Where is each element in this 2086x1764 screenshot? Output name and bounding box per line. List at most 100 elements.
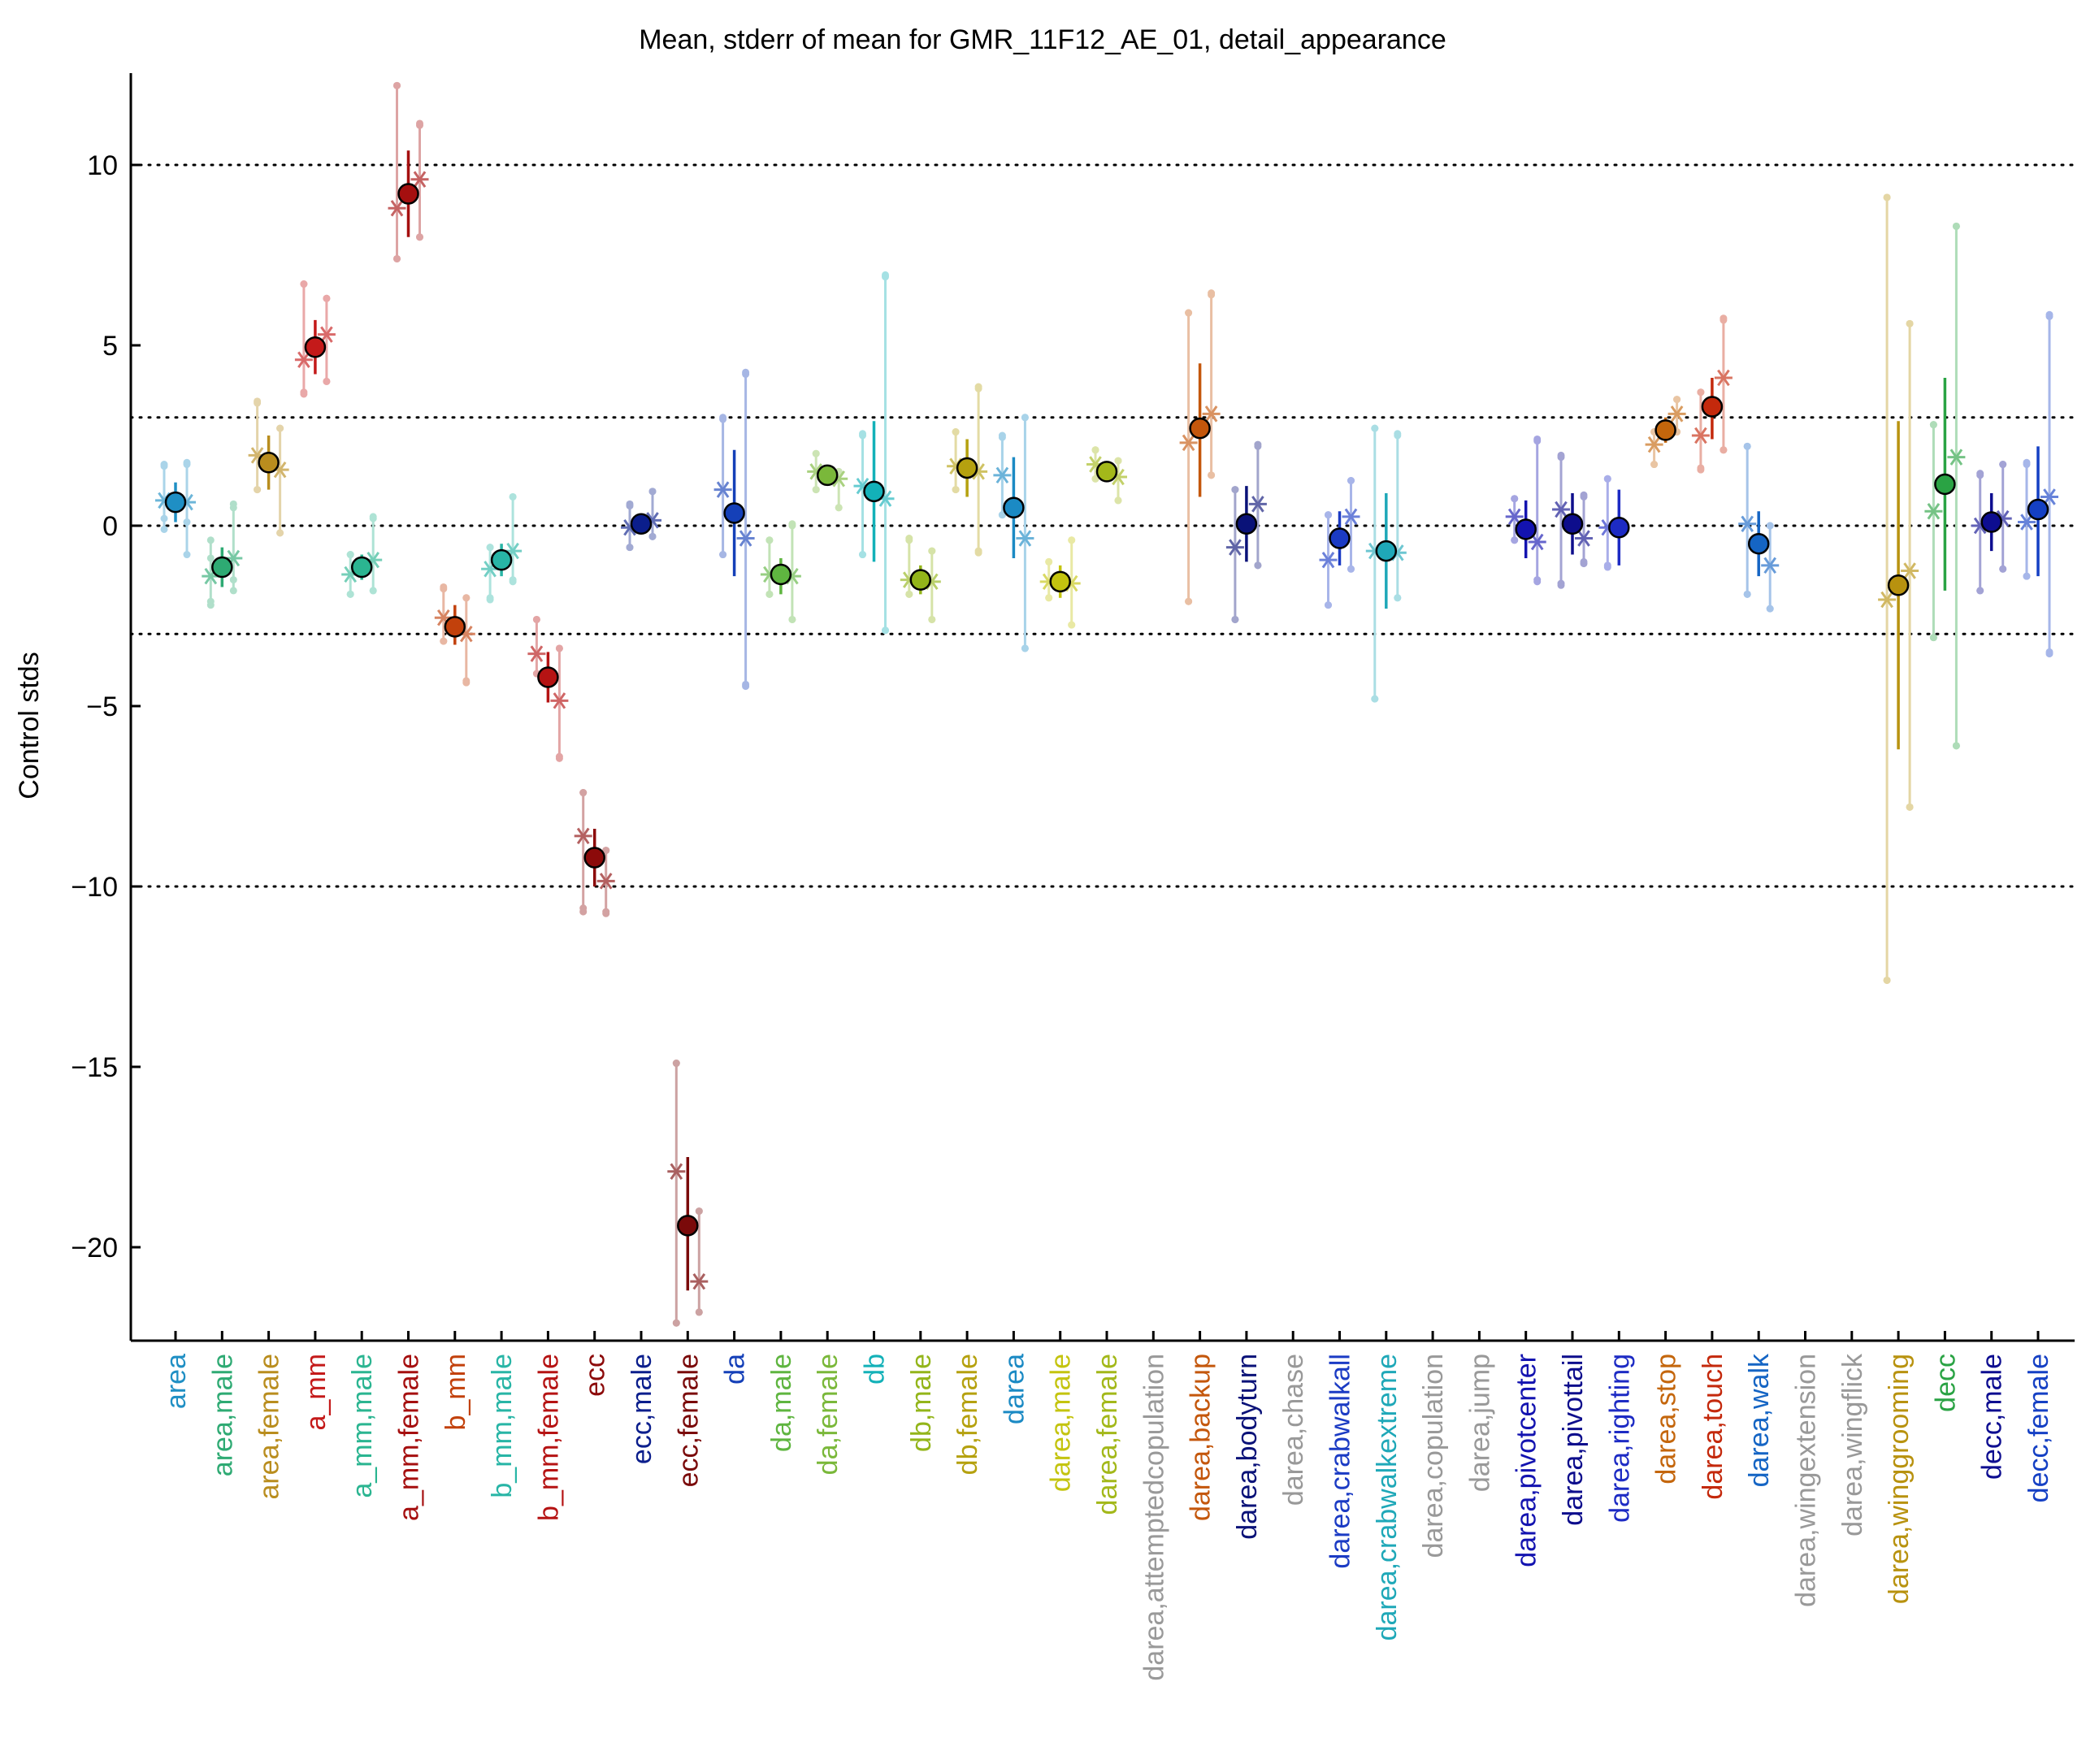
category-group	[760, 520, 801, 623]
experiment-se-low	[905, 590, 913, 598]
experiment-se-high	[812, 449, 820, 457]
experiment-se-high	[1766, 522, 1774, 530]
experiment-se-high	[672, 1060, 680, 1068]
experiment-se-high	[1603, 475, 1611, 483]
experiment-se-high	[1720, 316, 1728, 324]
mean-point	[1189, 417, 1211, 440]
experiment-se-high	[1533, 437, 1542, 445]
mean-point	[1329, 527, 1351, 549]
mean-point	[583, 847, 605, 869]
mean-point	[1003, 496, 1025, 519]
experiment-se-low	[254, 486, 262, 494]
x-category-label: a_mm	[301, 1354, 332, 1430]
x-category-label: area,male	[207, 1354, 238, 1476]
experiment-se-low	[602, 908, 610, 916]
experiment-se-high	[1325, 511, 1332, 519]
experiment-se-low	[1603, 561, 1611, 570]
mean-point	[1608, 516, 1630, 539]
category-group	[1225, 440, 1267, 623]
mean-point	[304, 336, 327, 358]
experiment-se-low	[1580, 557, 1588, 566]
experiment-se-high	[1045, 557, 1053, 566]
x-category-label: area	[161, 1354, 192, 1409]
experiment-mean-marker	[410, 171, 429, 188]
experiment-mean-marker	[1319, 551, 1338, 569]
y-tick-label: −20	[71, 1233, 118, 1263]
experiment-mean-marker	[993, 466, 1012, 484]
experiment-se-low	[229, 576, 237, 584]
experiment-se-low	[1766, 605, 1774, 613]
x-category-label: db	[860, 1354, 891, 1385]
experiment-mean-marker	[2018, 514, 2036, 531]
mean-point	[1887, 574, 1910, 596]
experiment-min-point	[229, 587, 237, 595]
experiment-se-high	[1185, 309, 1193, 317]
x-category-label: a_mm,female	[394, 1354, 425, 1521]
experiment-max-point	[206, 536, 215, 544]
experiment-se-low	[1929, 634, 1937, 642]
x-category-label: a_mm,male	[347, 1354, 378, 1498]
x-category-label: b_mm,female	[533, 1354, 564, 1521]
experiment-se-high	[1673, 396, 1681, 404]
experiment-se-high	[2023, 461, 2031, 469]
experiment-se-high	[486, 544, 494, 552]
experiment-mean-marker	[527, 645, 546, 662]
experiment-se-high	[462, 594, 471, 602]
y-axis-ticks: 10 5 0 −5 −10 −15 −20	[71, 150, 141, 1263]
x-category-label: darea,righting	[1604, 1354, 1635, 1523]
x-category-label: darea	[999, 1354, 1030, 1424]
experiment-se-high	[1999, 461, 2007, 469]
category-group	[527, 615, 569, 762]
experiment-se-low	[1906, 803, 1914, 811]
mean-point	[1095, 461, 1118, 483]
mean-point	[863, 480, 885, 503]
x-category-label: darea,crabwalkextreme	[1372, 1354, 1403, 1640]
experiment-se-low	[276, 529, 284, 537]
x-category-label: darea,jump	[1464, 1354, 1495, 1492]
mean-point	[1561, 513, 1584, 535]
experiment-se-high	[254, 399, 262, 407]
experiment-se-high	[1929, 421, 1937, 429]
category-group	[1598, 475, 1630, 571]
experiment-mean-marker	[1691, 427, 1710, 444]
experiment-mean-marker	[1225, 539, 1244, 556]
axes	[129, 73, 2075, 1342]
experiment-se-low	[323, 377, 331, 385]
experiment-se-high	[2045, 312, 2053, 320]
x-category-label: darea,walk	[1744, 1353, 1775, 1487]
experiment-se-high	[1371, 424, 1379, 432]
experiment-se-low	[1743, 590, 1751, 598]
experiment-se-low	[882, 626, 889, 635]
experiment-se-high	[928, 547, 936, 555]
experiment-se-high	[229, 504, 237, 512]
experiment-se-high	[1883, 193, 1891, 202]
experiment-se-low	[695, 1308, 703, 1316]
x-category-label: darea,copulation	[1418, 1354, 1449, 1558]
experiment-se-low	[1371, 695, 1379, 703]
reference-lines	[129, 163, 2076, 888]
x-category-label: darea,wingflick	[1837, 1353, 1868, 1536]
experiment-se-high	[626, 502, 634, 510]
experiment-se-high	[952, 428, 960, 436]
experiment-se-low	[369, 587, 377, 595]
y-tick-label: 5	[102, 331, 118, 362]
mean-point	[770, 563, 792, 586]
category-group	[1552, 451, 1593, 589]
experiment-se-high	[1580, 492, 1588, 501]
experiment-se-low	[742, 680, 750, 688]
experiment-se-low	[648, 532, 657, 540]
category-group	[1319, 477, 1360, 609]
y-tick-label: −15	[71, 1052, 118, 1083]
experiment-se-high	[602, 847, 610, 855]
category-group	[341, 513, 383, 598]
x-category-label: darea,female	[1092, 1354, 1123, 1515]
experiment-mean-marker	[1342, 508, 1360, 526]
mean-point	[1375, 540, 1398, 562]
experiment-mean-marker	[317, 326, 336, 343]
experiment-se-low	[719, 551, 727, 559]
experiment-se-high	[1254, 442, 1262, 450]
mean-point	[490, 548, 513, 571]
experiment-se-low	[1325, 601, 1332, 609]
category-group	[853, 271, 895, 635]
experiment-se-low	[1952, 742, 1960, 750]
